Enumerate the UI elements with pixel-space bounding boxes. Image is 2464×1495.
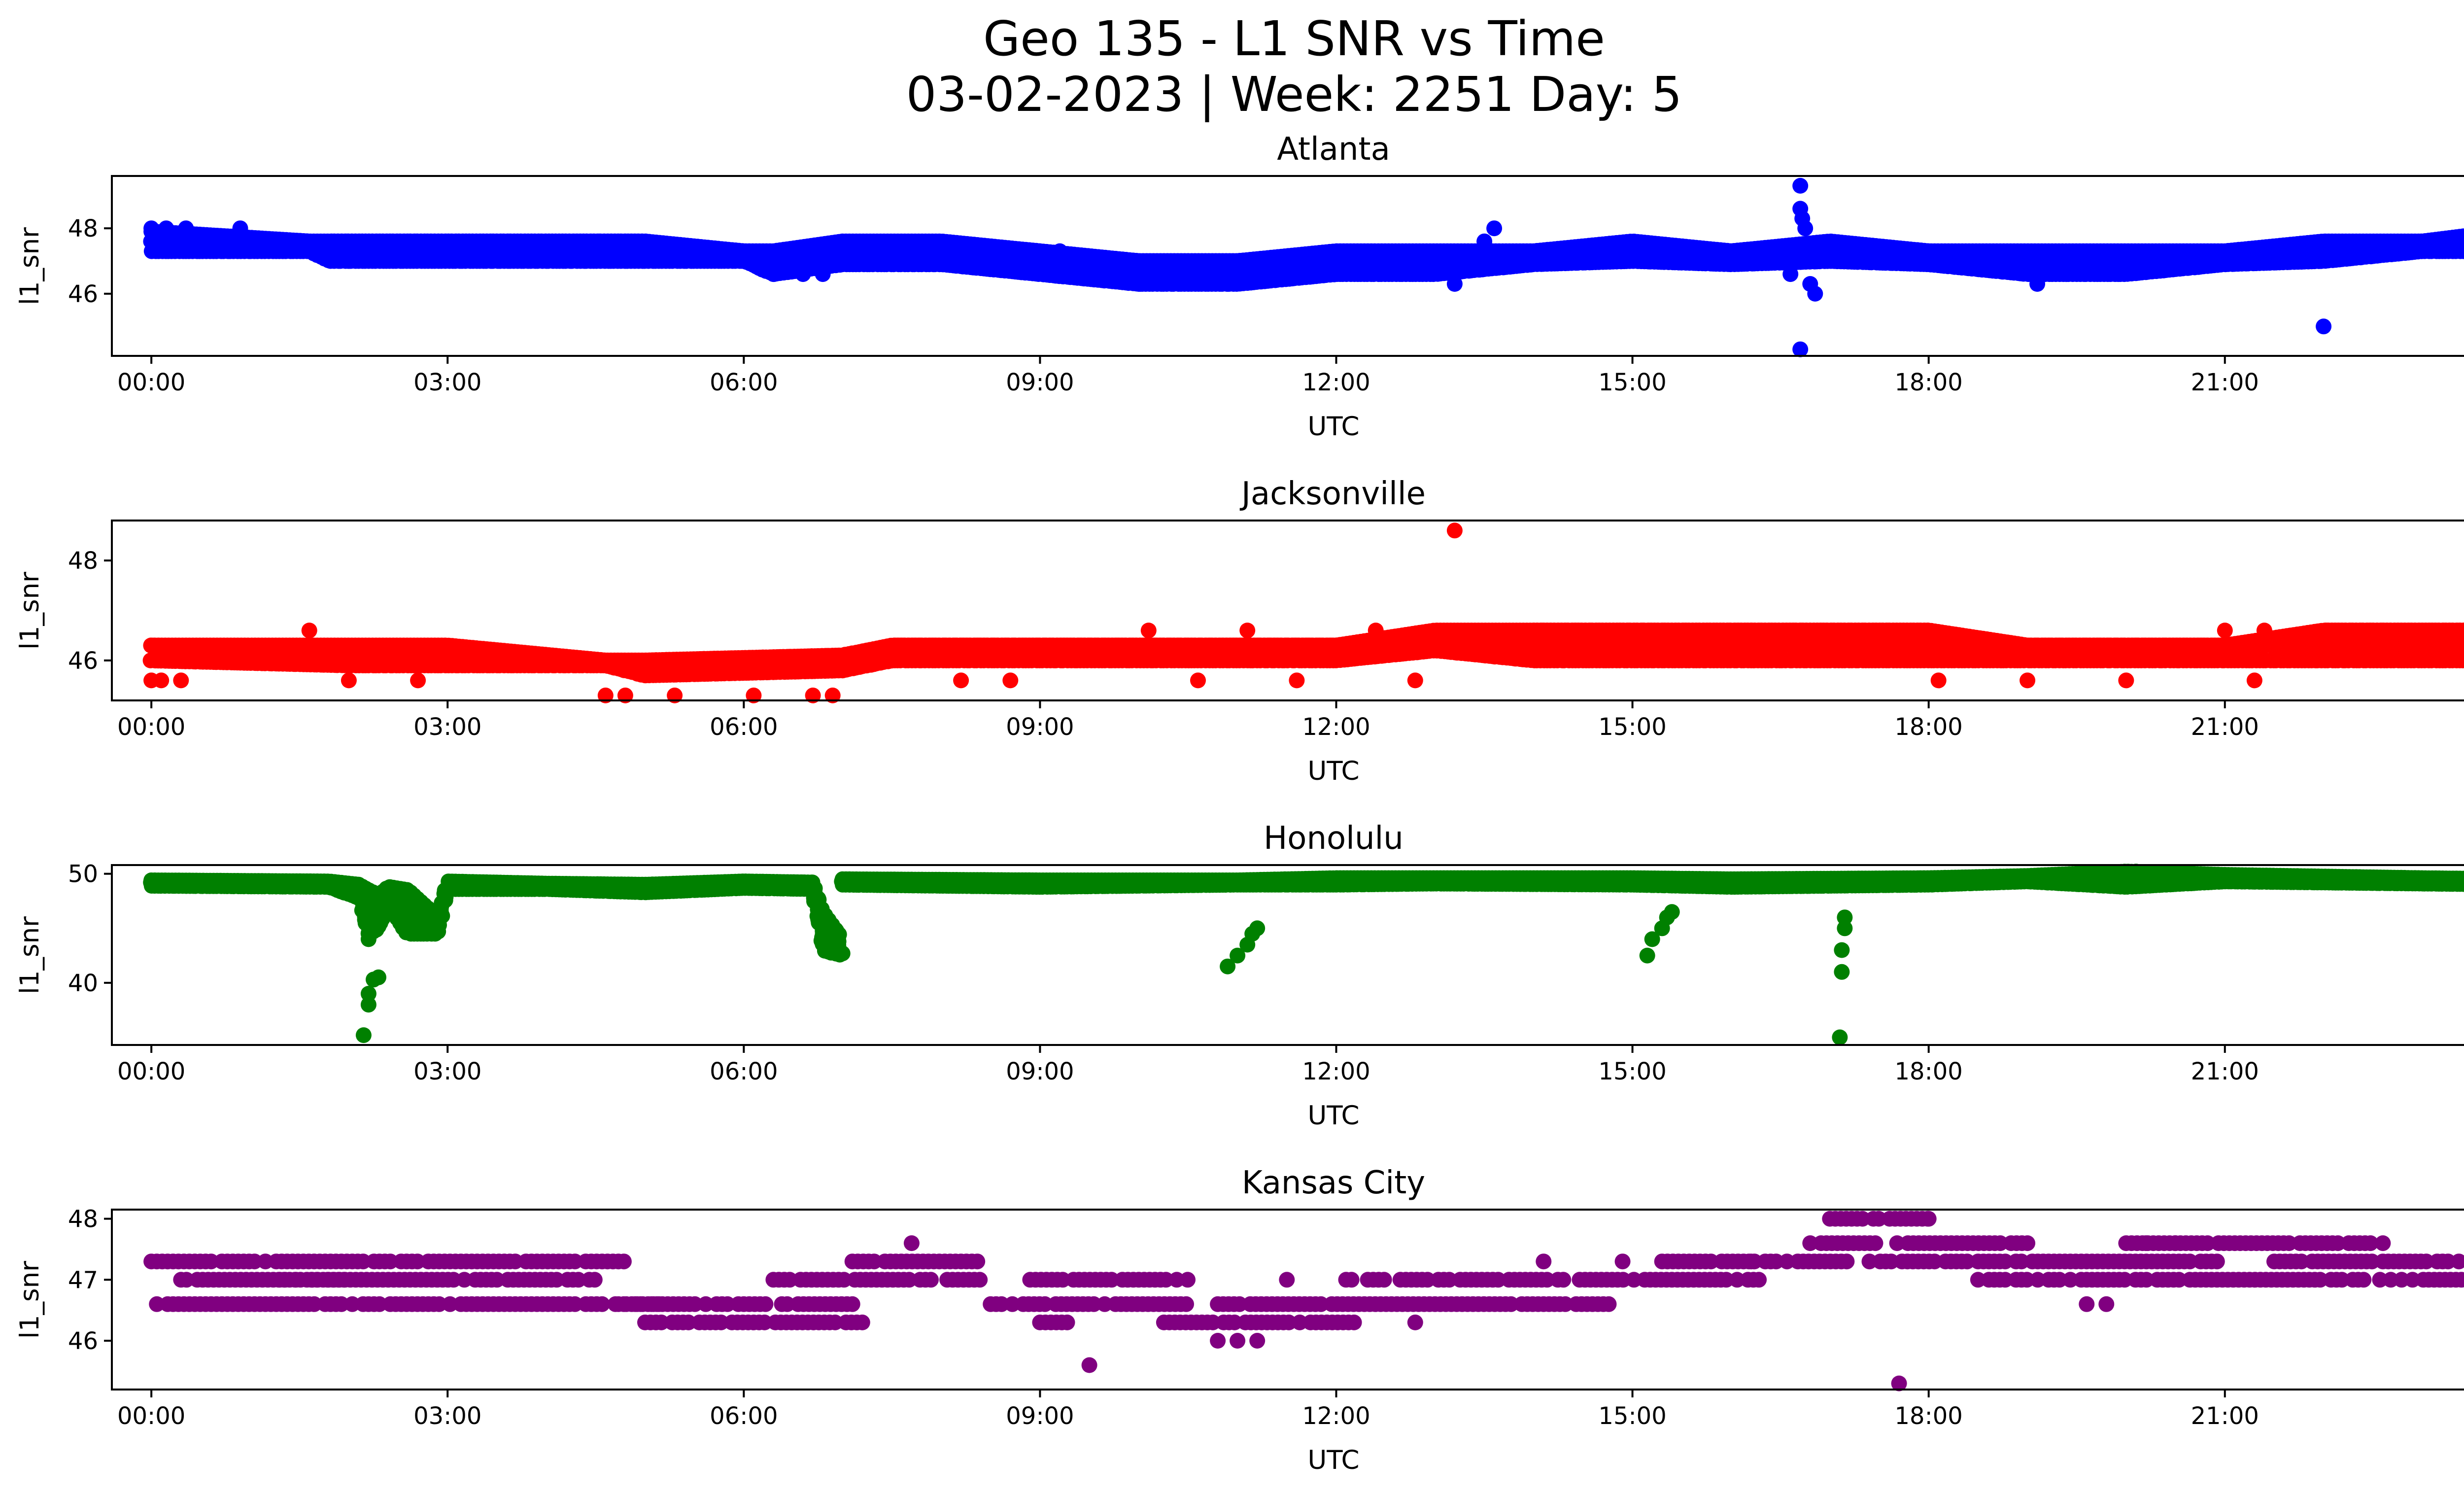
data-point (301, 623, 317, 639)
x-tick-label: 12:00 (1302, 369, 1370, 396)
data-point (1140, 623, 1157, 639)
data-point (1476, 233, 1493, 249)
x-tick-label: 12:00 (1302, 713, 1370, 741)
x-tick-label: 09:00 (1006, 713, 1074, 741)
data-point (1130, 276, 1147, 292)
data-point (1930, 672, 1947, 689)
data-point (1807, 285, 1823, 302)
data-point (815, 266, 831, 282)
data-point (1002, 672, 1019, 689)
data-point (1368, 623, 1384, 639)
data-point (1407, 672, 1423, 689)
panel-atlanta: Atlanta UTC l1_snr 00:00 03:00 06:00 09:00 1… (15, 131, 2464, 442)
data-point (341, 672, 357, 689)
y-axis-label: l1_snr (15, 227, 45, 305)
figure-title-line2: 03-02-2023 | Week: 2251 Day: 5 (906, 67, 1682, 123)
data-point (1446, 276, 1463, 292)
panel-jacksonville: Jacksonville UTC l1_snr 00:00 03:00 06:00 0… (15, 476, 2464, 786)
data-point (953, 672, 969, 689)
data-point (1220, 276, 1236, 292)
data-point (232, 220, 248, 237)
x-tick-label: 00:00 (117, 369, 185, 396)
panel-honolulu: Honolulu UTC l1_snr 00:00 03:00 06:00 09:00… (15, 820, 2464, 1131)
x-tick-label: 18:00 (1895, 369, 1963, 396)
x-tick-label: 15:00 (1598, 713, 1666, 741)
data-point (2118, 672, 2134, 689)
data-point (2256, 623, 2272, 639)
y-tick-label: 46 (68, 280, 98, 308)
data-point (1792, 341, 1809, 357)
data-point (2019, 672, 2036, 689)
data-point (2217, 623, 2233, 639)
data-point (1052, 243, 1068, 259)
data-point (1190, 672, 1206, 689)
data-point (1812, 253, 1828, 269)
data-point (2246, 672, 2262, 689)
y-axis-label: l1_snr (15, 916, 45, 994)
data-point (1239, 623, 1256, 639)
x-tick-label: 06:00 (710, 713, 778, 741)
data-point (153, 672, 170, 689)
x-tick-label: 21:00 (2191, 713, 2259, 741)
y-axis-label: l1_snr (15, 572, 45, 650)
scatter-points (143, 864, 2464, 1045)
panel-title: Atlanta (1277, 131, 1390, 168)
data-point (1289, 672, 1305, 689)
x-tick-label: 18:00 (1895, 713, 1963, 741)
data-point (1782, 266, 1799, 282)
scatter-points (143, 177, 2464, 357)
x-axis-label: UTC (1307, 1101, 1359, 1131)
data-point (158, 220, 174, 237)
data-point (2029, 276, 2046, 292)
data-point (173, 672, 189, 689)
data-point (1792, 177, 1809, 194)
y-tick-label: 48 (68, 547, 98, 575)
data-point (1797, 220, 1814, 237)
data-point (341, 253, 357, 269)
x-tick-label: 00:00 (117, 713, 185, 741)
data-point (795, 266, 811, 282)
axes-frame (111, 520, 2464, 701)
panel-title: Jacksonville (1239, 476, 1426, 512)
data-point (178, 220, 194, 237)
y-tick-label: 46 (68, 647, 98, 675)
x-tick-label: 06:00 (710, 369, 778, 396)
data-point (765, 266, 782, 282)
y-tick-label: 48 (68, 215, 98, 243)
x-tick-label: 09:00 (1006, 369, 1074, 396)
x-tick-label: 03:00 (413, 369, 481, 396)
panel-title: Honolulu (1264, 820, 1403, 857)
data-point (143, 220, 160, 237)
x-tick-label: 03:00 (413, 713, 481, 741)
data-point (410, 672, 426, 689)
data-point (1743, 623, 1759, 639)
data-point (2316, 318, 2332, 335)
data-point (1446, 522, 1463, 539)
x-tick-label: 15:00 (1598, 369, 1666, 396)
x-axis-label: UTC (1307, 412, 1359, 442)
data-point (1486, 220, 1503, 237)
figure-title-line1: Geo 135 - L1 SNR vs Time (983, 11, 1605, 67)
x-axis-label: UTC (1307, 756, 1359, 786)
scatter-points (142, 522, 2464, 703)
x-tick-label: 21:00 (2191, 369, 2259, 396)
